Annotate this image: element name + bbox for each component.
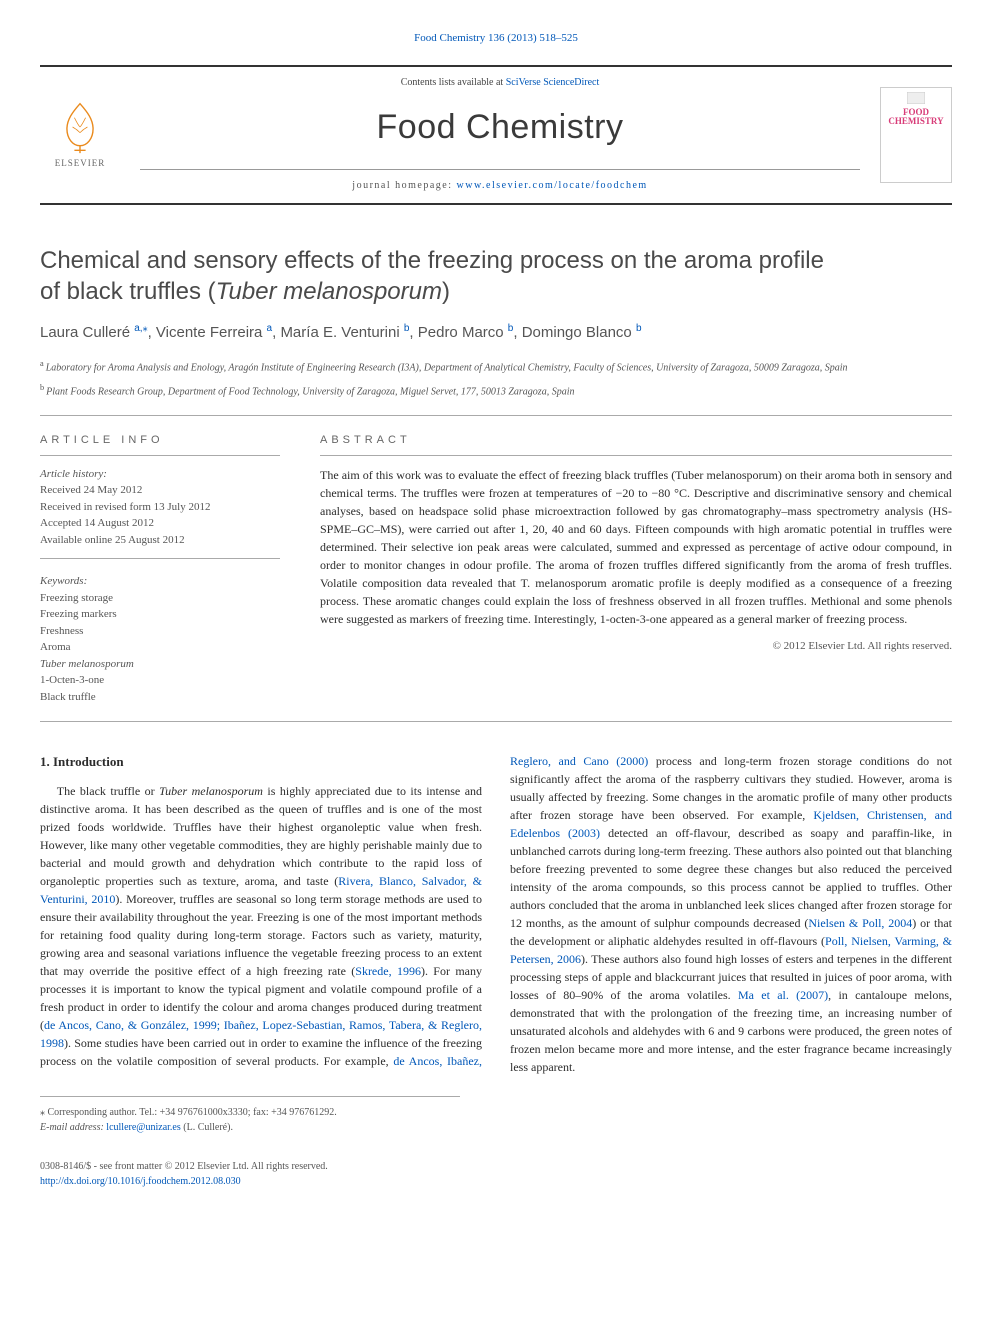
history-revised: Received in revised form 13 July 2012 [40,499,280,516]
author-1-corr[interactable]: ⁎ [143,323,148,334]
author-2: Vicente Ferreira a [156,324,272,341]
keyword-5: Tuber melanosporum [40,656,280,673]
cover-brand-1: FOOD [903,107,929,117]
sciencedirect-link[interactable]: SciVerse ScienceDirect [506,77,600,88]
corresponding-author-footnote: ⁎ Corresponding author. Tel.: +34 976761… [40,1096,460,1135]
homepage-link[interactable]: www.elsevier.com/locate/foodchem [457,180,648,191]
elsevier-tree-icon [52,99,108,155]
journal-cover-thumb: FOOD CHEMISTRY [880,87,952,183]
masthead-center: Contents lists available at SciVerse Sci… [120,67,880,203]
history-received: Received 24 May 2012 [40,482,280,499]
contents-lists-line: Contents lists available at SciVerse Sci… [120,67,880,90]
journal-name: Food Chemistry [120,102,880,153]
cite-nielsen[interactable]: Nielsen & Poll, 2004 [808,916,912,930]
affiliation-a: aLaboratory for Aroma Analysis and Enolo… [40,358,952,375]
citation-link[interactable]: Food Chemistry 136 (2013) 518–525 [414,32,578,44]
affiliation-b: bPlant Foods Research Group, Department … [40,382,952,399]
footnote-email-suffix: (L. Culleré). [181,1122,233,1133]
article-info-heading: ARTICLE INFO [40,432,280,456]
article-title: Chemical and sensory effects of the free… [40,245,952,307]
intro-1b: is highly appreciated due to its intense… [40,784,482,888]
abstract-text: The aim of this work was to evaluate the… [320,466,952,628]
abstract-heading: ABSTRACT [320,432,952,456]
body-columns: 1. Introduction The black truffle or Tub… [40,752,952,1076]
footnote-email-link[interactable]: lcullere@unizar.es [106,1122,180,1133]
aff-b-text: Plant Foods Research Group, Department o… [46,386,574,397]
footnote-corr-label: Corresponding author. Tel.: +34 97676100… [45,1107,337,1118]
contents-prefix: Contents lists available at [401,77,506,88]
keyword-4: Aroma [40,639,280,656]
footnote-line-1: ⁎ Corresponding author. Tel.: +34 976761… [40,1105,460,1120]
info-abstract-row: ARTICLE INFO Article history: Received 2… [40,432,952,705]
author-5-aff[interactable]: b [636,323,642,334]
author-5: Domingo Blanco b [522,324,642,341]
abstract-copyright: © 2012 Elsevier Ltd. All rights reserved… [320,638,952,655]
footnote-line-2: E-mail address: lcullere@unizar.es (L. C… [40,1120,460,1135]
cover-flag-icon [907,92,925,104]
footer-left: 0308-8146/$ - see front matter © 2012 El… [40,1159,328,1189]
keyword-1: Freezing storage [40,590,280,607]
title-line-2b: ) [442,278,450,305]
cover-brand: FOOD CHEMISTRY [888,108,943,128]
article-info-column: ARTICLE INFO Article history: Received 2… [40,432,280,705]
author-3: María E. Venturini b [280,324,409,341]
masthead: ELSEVIER Contents lists available at Sci… [40,65,952,205]
intro-italic-1: Tuber melanosporum [159,784,263,798]
doi-link[interactable]: http://dx.doi.org/10.1016/j.foodchem.201… [40,1176,241,1187]
author-1: Laura Culleré a,⁎ [40,324,148,341]
title-line-2a: of black truffles ( [40,278,216,305]
citation-line: Food Chemistry 136 (2013) 518–525 [40,30,952,47]
aff-a-sup: a [40,359,44,368]
author-4: Pedro Marco b [418,324,514,341]
info-subdivider [40,558,280,559]
intro-1a: The black truffle or [57,784,159,798]
homepage-prefix: journal homepage: [352,180,456,191]
aff-a-text: Laboratory for Aroma Analysis and Enolog… [46,363,848,374]
author-3-aff[interactable]: b [404,323,410,334]
intro-heading: 1. Introduction [40,752,482,772]
cover-brand-2: CHEMISTRY [888,116,943,126]
abstract-column: ABSTRACT The aim of this work was to eva… [320,432,952,705]
elsevier-logo: ELSEVIER [40,90,120,180]
keyword-2: Freezing markers [40,606,280,623]
title-italic: Tuber melanosporum [216,278,442,305]
divider-bottom [40,721,952,722]
divider-top [40,415,952,416]
intro-paragraph: The black truffle or Tuber melanosporum … [40,752,952,1076]
title-line-1: Chemical and sensory effects of the free… [40,247,824,274]
keyword-3: Freshness [40,623,280,640]
author-1-aff[interactable]: a, [134,323,142,334]
history-online: Available online 25 August 2012 [40,532,280,549]
keywords-label: Keywords: [40,573,280,590]
cite-skrede[interactable]: Skrede, 1996 [355,964,421,978]
authors-line: Laura Culleré a,⁎, Vicente Ferreira a, M… [40,321,952,345]
cite-ma[interactable]: Ma et al. (2007) [738,988,828,1002]
intro-1g: detected an off-flavour, described as so… [510,826,952,930]
keyword-6: 1-Octen-3-one [40,672,280,689]
page-footer: 0308-8146/$ - see front matter © 2012 El… [40,1159,952,1189]
journal-homepage-line: journal homepage: www.elsevier.com/locat… [140,169,860,203]
footnote-email-label: E-mail address: [40,1122,106,1133]
issn-line: 0308-8146/$ - see front matter © 2012 El… [40,1159,328,1174]
author-4-aff[interactable]: b [508,323,514,334]
aff-b-sup: b [40,383,44,392]
elsevier-label: ELSEVIER [55,157,106,171]
author-2-aff[interactable]: a [267,323,273,334]
history-label: Article history: [40,466,280,483]
history-accepted: Accepted 14 August 2012 [40,515,280,532]
keyword-7: Black truffle [40,689,280,706]
